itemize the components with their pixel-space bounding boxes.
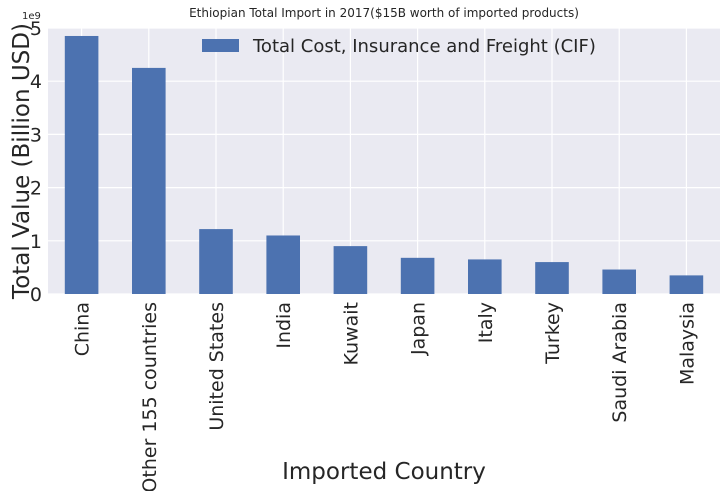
bar-united-states: [199, 229, 233, 294]
y-tick-labels: 0 1 2 3 4 5: [30, 18, 42, 306]
legend-swatch: [202, 39, 239, 52]
bar-india: [266, 235, 300, 294]
legend-label: Total Cost, Insurance and Freight (CIF): [252, 36, 596, 57]
bar-italy: [468, 259, 502, 294]
bar-saudi-arabia: [602, 269, 636, 294]
y-axis-offset-label: 1e9: [22, 11, 41, 22]
x-tick-label: Malaysia: [676, 302, 698, 385]
y-tick-label: 1: [30, 231, 42, 253]
x-tick-label: Italy: [475, 302, 497, 343]
x-tick-label: Japan: [408, 302, 430, 356]
bars: [64, 35, 704, 295]
y-tick-label: 2: [30, 178, 42, 200]
x-tick-label: Saudi Arabia: [609, 302, 631, 423]
x-axis-label: Imported Country: [282, 459, 486, 485]
x-tick-labels: China Other 155 countries United States Ind…: [72, 302, 699, 493]
y-axis-label: Total Value (Billion USD): [9, 23, 35, 300]
x-tick-label: Other 155 countries: [139, 302, 161, 491]
legend: Total Cost, Insurance and Freight (CIF): [202, 36, 596, 57]
y-tick-label: 0: [30, 284, 42, 306]
bar-malaysia: [669, 275, 704, 294]
bar-other-155-countries: [132, 67, 166, 295]
x-tick-label: India: [273, 302, 295, 349]
bar-china: [64, 35, 99, 294]
bar-turkey: [535, 262, 569, 294]
chart-title: Ethiopian Total Import in 2017($15B wort…: [189, 6, 579, 20]
x-tick-label: Turkey: [542, 302, 564, 365]
y-tick-label: 5: [30, 18, 42, 40]
y-tick-label: 3: [30, 124, 42, 146]
y-tick-label: 4: [30, 71, 42, 93]
x-tick-label: China: [72, 302, 94, 356]
x-tick-label: Kuwait: [340, 302, 362, 365]
bar-japan: [400, 257, 435, 294]
bar-kuwait: [333, 246, 368, 294]
x-tick-label: United States: [206, 302, 228, 431]
